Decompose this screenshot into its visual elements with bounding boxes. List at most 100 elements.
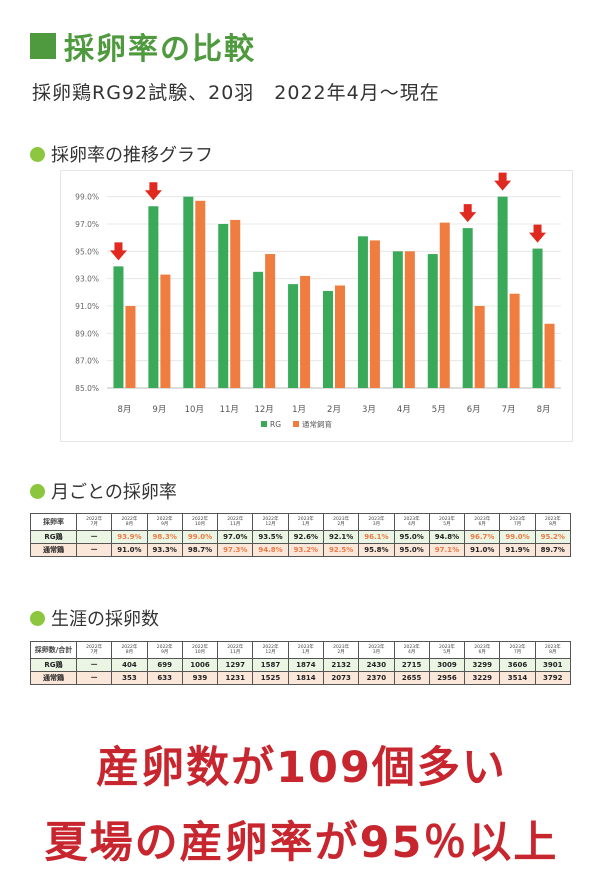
table-cell: 3606	[499, 658, 536, 672]
table-row-label: RG鶏	[30, 530, 77, 544]
table-cell: 2430	[358, 658, 395, 672]
down-arrow-icon	[459, 204, 477, 223]
table-month-header: 2022年 12月	[252, 641, 289, 659]
table-cell: 699	[146, 658, 183, 672]
bullet-dot-icon	[30, 483, 45, 499]
table-month-header: 2022年 10月	[181, 641, 219, 659]
table-cell: 92.5%	[322, 543, 360, 557]
table-cell: 2370	[358, 671, 395, 685]
bar-normal	[509, 293, 520, 388]
table-row-label: 通常鶏	[30, 543, 77, 557]
legend-label-rg: RG	[270, 420, 281, 429]
table-row-label: 通常鶏	[30, 671, 77, 685]
y-tick-label: 99.0%	[75, 193, 99, 202]
x-tick-label: 7月	[502, 405, 516, 415]
table-row: 通常鶏ー 353 633 939 1231 1525 1814 2073 2370 2655 295…	[30, 671, 571, 685]
table-month-header: 2023年 7月	[499, 641, 536, 659]
table-month-header: 2022年 8月	[111, 641, 148, 659]
table-cell: 1874	[287, 658, 324, 672]
y-tick-label: 85.0%	[75, 384, 99, 393]
table-cell: 2132	[322, 658, 360, 672]
table-cell: 1006	[181, 658, 219, 672]
bar-normal	[195, 200, 206, 388]
bar-normal	[335, 285, 345, 388]
table-month-header: 2022年 9月	[146, 641, 183, 659]
table-month-header: 2023年 3月	[358, 513, 395, 531]
table-cell: 1525	[252, 671, 289, 685]
table-row: RG鶏ー 93.9% 98.3% 99.0% 97.0% 93.5% 92.6% 92.1% 9…	[30, 530, 571, 544]
table-corner-header: 採卵数/合計	[30, 641, 77, 659]
table-month-header: 2022年 10月	[181, 513, 219, 531]
table-cell: 1587	[252, 658, 289, 672]
down-arrow-icon	[109, 242, 127, 261]
x-tick-label: 8月	[537, 405, 551, 415]
chart-frame: 85.0% 87.0% 89.0% 91.0% 93.0% 95.0% 97.0% 99.0%…	[60, 170, 573, 442]
monthly-section-heading: 月ごとの採卵率	[30, 478, 177, 504]
table-cell: 2073	[322, 671, 360, 685]
table-month-header: 2023年 5月	[428, 513, 466, 531]
table-month-header: 2023年 1月	[287, 641, 324, 659]
table-cell: 95.2%	[534, 530, 571, 544]
x-tick-label: 4月	[397, 405, 411, 415]
y-tick-label: 97.0%	[75, 220, 99, 229]
bar-rg	[462, 228, 473, 388]
table-cell: 3009	[428, 658, 466, 672]
bar-normal	[369, 240, 380, 388]
down-arrow-icon	[144, 182, 162, 201]
table-cell: 93.3%	[146, 543, 183, 557]
table-row: RG鶏ー 404 699 1006 1297 1587 1874 2132 2430 2715 30…	[30, 658, 571, 672]
table-cell: 97.1%	[428, 543, 466, 557]
table-cell: 97.3%	[217, 543, 254, 557]
table-cell: 91.0%	[111, 543, 148, 557]
x-tick-label: 6月	[467, 405, 481, 415]
table-cell: 98.7%	[181, 543, 219, 557]
table-month-header: 2022年 9月	[146, 513, 183, 531]
bar-rg	[253, 271, 264, 388]
bar-normal	[230, 219, 241, 388]
bar-rg	[288, 284, 299, 388]
table-cell: 633	[146, 671, 183, 685]
table-cell: 3229	[464, 671, 501, 685]
table-cell: 93.9%	[111, 530, 148, 544]
table-cell: 939	[181, 671, 219, 685]
table-month-header: 2023年 4月	[393, 641, 430, 659]
down-arrow-icon	[529, 224, 547, 243]
bullet-dot-icon	[30, 146, 45, 162]
table-cell: 404	[111, 658, 148, 672]
table-row-label: RG鶏	[30, 658, 77, 672]
y-tick-label: 91.0%	[75, 302, 99, 311]
bar-normal	[439, 222, 450, 388]
x-tick-label: 12月	[254, 405, 273, 415]
bar-rg	[148, 206, 159, 388]
bar-rg	[357, 236, 368, 388]
table-cell: 2715	[393, 658, 430, 672]
table-month-header: 2023年 6月	[464, 513, 501, 531]
x-tick-label: 2月	[327, 405, 341, 415]
y-tick-label: 95.0%	[75, 247, 99, 256]
table-month-header: 2023年 8月	[534, 513, 571, 531]
table-cell: 3792	[534, 671, 571, 685]
table-cell: ー	[75, 543, 113, 557]
lifetime-heading-text: 生涯の採卵数	[51, 609, 159, 630]
bar-rg	[497, 196, 508, 388]
table-month-header: 2023年 2月	[322, 513, 360, 531]
table-cell: 89.7%	[534, 543, 571, 557]
table-cell: 353	[111, 671, 148, 685]
table-cell: 91.9%	[499, 543, 536, 557]
legend-swatch-normal	[293, 421, 299, 427]
x-tick-label: 10月	[185, 405, 204, 415]
table-cell: 95.0%	[393, 530, 430, 544]
x-tick-label: 1月	[292, 405, 306, 415]
monthly-heading-text: 月ごとの採卵率	[51, 482, 177, 503]
down-arrow-icon	[494, 172, 512, 191]
table-cell: 97.0%	[217, 530, 254, 544]
table-cell: 1231	[217, 671, 254, 685]
table-corner-header: 採卵率	[30, 513, 77, 531]
table-cell: ー	[75, 658, 113, 672]
table-cell: 99.0%	[181, 530, 219, 544]
bar-rg	[392, 251, 403, 388]
bullet-dot-icon	[30, 610, 45, 626]
table-cell: 94.8%	[428, 530, 466, 544]
chart-section-heading: 採卵率の推移グラフ	[30, 141, 213, 167]
table-month-header: 2022年 11月	[217, 513, 254, 531]
